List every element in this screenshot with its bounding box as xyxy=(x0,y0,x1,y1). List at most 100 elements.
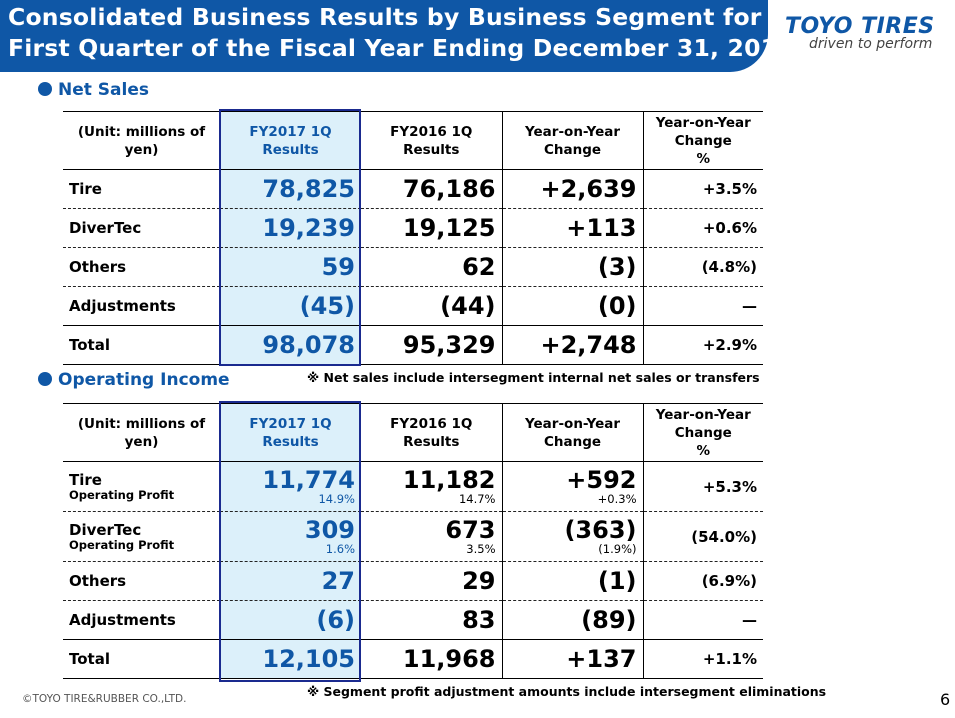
bullet-dot-icon xyxy=(38,372,52,386)
fy2016-value: 11,182 14.7% xyxy=(361,461,502,512)
operating-income-heading: Operating Income xyxy=(38,370,230,390)
col-yoy-pct: Year-on-Year Change % xyxy=(642,111,763,170)
col-yoy-pct: Year-on-Year Change % xyxy=(642,403,763,462)
fy2016-value: 76,186 xyxy=(361,169,502,209)
copyright: ©TOYO TIRE&RUBBER CO.,LTD. xyxy=(22,693,187,705)
change-value: +592 +0.3% xyxy=(501,461,643,512)
title-line-1: Consolidated Business Results by Busines… xyxy=(8,3,815,31)
fy2016-value: (44) xyxy=(361,286,502,326)
fy2017-value: 19,239 xyxy=(220,208,361,248)
table-row: Others 59 62 (3) (4.8%) xyxy=(63,247,763,287)
change-value: +137 xyxy=(501,639,643,679)
operating-income-heading-text: Operating Income xyxy=(58,370,230,390)
fy2017-value: 12,105 xyxy=(220,639,361,679)
fy2016-main: 11,182 xyxy=(402,466,496,494)
fy2016-value: 95,329 xyxy=(361,325,502,365)
change-value: (89) xyxy=(501,600,643,640)
row-sublabel: Operating Profit xyxy=(69,488,175,502)
fy2017-value: (45) xyxy=(220,286,361,326)
change-margin: +0.3% xyxy=(597,492,637,506)
operating-income-header-row: (Unit: millions of yen) FY2017 1Q Result… xyxy=(63,403,763,462)
fy2016-main: 673 xyxy=(445,516,496,544)
pct-value: +3.5% xyxy=(642,169,763,209)
fy2017-value: 78,825 xyxy=(220,169,361,209)
change-value: +2,748 xyxy=(501,325,643,365)
change-margin: (1.9%) xyxy=(598,542,637,556)
fy2017-value: 309 1.6% xyxy=(220,511,361,562)
fy2016-margin: 3.5% xyxy=(466,542,496,556)
col-fy2016: FY2016 1Q Results xyxy=(361,111,502,170)
net-sales-table: (Unit: millions of yen) FY2017 1Q Result… xyxy=(63,111,763,365)
bullet-dot-icon xyxy=(38,82,52,96)
table-row: DiverTec 19,239 19,125 +113 +0.6% xyxy=(63,208,763,248)
row-label: DiverTec xyxy=(63,208,220,248)
fy2017-main: 11,774 xyxy=(262,466,355,494)
row-label: Adjustments xyxy=(63,286,220,326)
change-value: (3) xyxy=(501,247,643,287)
logo-wordmark: TOYO TIRES xyxy=(785,14,935,39)
fy2016-value: 83 xyxy=(361,600,502,640)
unit-label: (Unit: millions of yen) xyxy=(63,403,220,462)
fy2017-value: 11,774 14.9% xyxy=(220,461,361,512)
pct-value: +5.3% xyxy=(642,461,763,512)
operating-income-note: ※ Segment profit adjustment amounts incl… xyxy=(307,684,827,699)
fy2016-value: 673 3.5% xyxy=(361,511,502,562)
col-yoy-change: Year-on-Year Change xyxy=(501,403,643,462)
change-value: +113 xyxy=(501,208,643,248)
net-sales-header-row: (Unit: millions of yen) FY2017 1Q Result… xyxy=(63,111,763,170)
table-row: DiverTec Operating Profit 309 1.6% 673 3.5%… xyxy=(63,511,763,562)
total-row: Total 12,105 11,968 +137 +1.1% xyxy=(63,639,763,679)
fy2017-value: 27 xyxy=(220,561,361,601)
fy2017-value: (6) xyxy=(220,600,361,640)
slide-header: Consolidated Business Results by Busines… xyxy=(0,0,955,72)
fy2016-value: 11,968 xyxy=(361,639,502,679)
pct-value: — xyxy=(642,286,763,326)
title-line-2: First Quarter of the Fiscal Year Ending … xyxy=(8,34,794,62)
fy2016-value: 29 xyxy=(361,561,502,601)
row-label-text: DiverTec xyxy=(69,521,142,539)
col-fy2016: FY2016 1Q Results xyxy=(361,403,502,462)
net-sales-heading-text: Net Sales xyxy=(58,80,149,100)
change-value: (0) xyxy=(501,286,643,326)
pct-value: +0.6% xyxy=(642,208,763,248)
table-row: Adjustments (6) 83 (89) — xyxy=(63,600,763,640)
col-fy2017: FY2017 1Q Results xyxy=(220,111,361,170)
row-label: Total xyxy=(63,325,220,365)
row-label: Total xyxy=(63,639,220,679)
fy2016-value: 19,125 xyxy=(361,208,502,248)
row-label: Tire Operating Profit xyxy=(63,461,220,512)
unit-label: (Unit: millions of yen) xyxy=(63,111,220,170)
net-sales-heading: Net Sales xyxy=(38,80,149,100)
fy2017-value: 59 xyxy=(220,247,361,287)
pct-value: (54.0%) xyxy=(642,511,763,562)
pct-value: +2.9% xyxy=(642,325,763,365)
pct-value: (4.8%) xyxy=(642,247,763,287)
fy2016-value: 62 xyxy=(361,247,502,287)
title-band: Consolidated Business Results by Busines… xyxy=(0,0,814,72)
total-row: Total 98,078 95,329 +2,748 +2.9% xyxy=(63,325,763,365)
row-label-text: Tire xyxy=(69,471,102,489)
change-value: +2,639 xyxy=(501,169,643,209)
pct-value: +1.1% xyxy=(642,639,763,679)
row-label: Adjustments xyxy=(63,600,220,640)
change-value: (1) xyxy=(501,561,643,601)
pct-value: (6.9%) xyxy=(642,561,763,601)
row-label: DiverTec Operating Profit xyxy=(63,511,220,562)
table-row: Adjustments (45) (44) (0) — xyxy=(63,286,763,326)
slide-title: Consolidated Business Results by Busines… xyxy=(8,2,814,64)
page-number: 6 xyxy=(940,690,951,709)
fy2017-main: 309 xyxy=(304,516,355,544)
change-value: (363) (1.9%) xyxy=(501,511,643,562)
table-row: Tire Operating Profit 11,774 14.9% 11,182 1… xyxy=(63,461,763,512)
change-main: +592 xyxy=(566,466,637,494)
fy2017-margin: 14.9% xyxy=(318,492,355,506)
row-label: Others xyxy=(63,247,220,287)
pct-value: — xyxy=(642,600,763,640)
row-label: Tire xyxy=(63,169,220,209)
change-main: (363) xyxy=(564,516,637,544)
toyo-tires-logo: TOYO TIRES driven to perform xyxy=(785,14,945,52)
row-label: Others xyxy=(63,561,220,601)
net-sales-note: ※ Net sales include intersegment interna… xyxy=(307,370,760,385)
fy2017-value: 98,078 xyxy=(220,325,361,365)
table-row: Tire 78,825 76,186 +2,639 +3.5% xyxy=(63,169,763,209)
